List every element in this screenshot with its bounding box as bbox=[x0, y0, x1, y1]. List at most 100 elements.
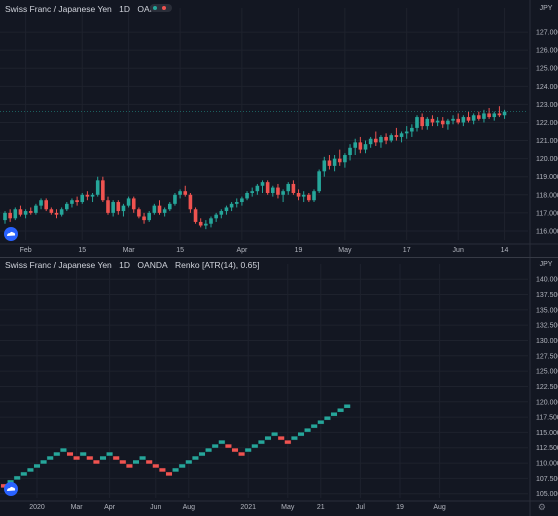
candle-body[interactable] bbox=[137, 209, 141, 217]
candle-body[interactable] bbox=[322, 160, 327, 172]
tv-cloud-logo-icon[interactable] bbox=[3, 482, 19, 496]
candle-body[interactable] bbox=[420, 117, 424, 127]
candle-body[interactable] bbox=[363, 144, 368, 150]
tv-cloud-logo-icon[interactable] bbox=[3, 227, 19, 241]
candle-body[interactable] bbox=[173, 194, 177, 204]
renko-brick[interactable] bbox=[191, 455, 199, 461]
renko-brick[interactable] bbox=[92, 459, 100, 465]
renko-brick[interactable] bbox=[125, 463, 133, 469]
candle-body[interactable] bbox=[13, 209, 18, 219]
candle-body[interactable] bbox=[193, 209, 198, 222]
candle-body[interactable] bbox=[425, 118, 430, 127]
renko-brick[interactable] bbox=[119, 459, 127, 465]
candle-body[interactable] bbox=[178, 191, 182, 195]
candle-body[interactable] bbox=[250, 191, 254, 193]
candle-body[interactable] bbox=[368, 138, 373, 145]
pane-divider[interactable] bbox=[0, 257, 558, 258]
renko-brick[interactable] bbox=[145, 459, 153, 465]
renko-brick[interactable] bbox=[20, 471, 28, 477]
renko-brick[interactable] bbox=[79, 451, 87, 457]
renko-brick[interactable] bbox=[185, 459, 193, 465]
candle-body[interactable] bbox=[497, 113, 502, 116]
renko-brick[interactable] bbox=[139, 455, 147, 461]
renko-brick[interactable] bbox=[46, 455, 54, 461]
candle-body[interactable] bbox=[477, 115, 481, 119]
candle-body[interactable] bbox=[466, 117, 471, 121]
renko-brick[interactable] bbox=[244, 447, 252, 453]
renko-brick[interactable] bbox=[165, 471, 173, 477]
candle-body[interactable] bbox=[28, 211, 33, 213]
renko-brick[interactable] bbox=[26, 467, 34, 473]
candle-body[interactable] bbox=[301, 194, 306, 197]
candle-body[interactable] bbox=[260, 182, 265, 186]
candle-body[interactable] bbox=[471, 115, 476, 121]
candle-body[interactable] bbox=[85, 194, 90, 197]
candle-body[interactable] bbox=[358, 142, 363, 150]
renko-brick[interactable] bbox=[337, 407, 345, 413]
candle-body[interactable] bbox=[379, 136, 383, 143]
renko-brick[interactable] bbox=[59, 447, 67, 453]
candle-body[interactable] bbox=[209, 218, 213, 224]
candle-body[interactable] bbox=[106, 200, 110, 213]
candle-body[interactable] bbox=[183, 191, 188, 195]
renko-brick[interactable] bbox=[343, 403, 351, 409]
candle-body[interactable] bbox=[451, 118, 455, 121]
renko-brick[interactable] bbox=[231, 447, 239, 453]
candle-body[interactable] bbox=[327, 160, 332, 166]
candle-body[interactable] bbox=[168, 203, 172, 210]
renko-brick[interactable] bbox=[211, 443, 219, 449]
candle-body[interactable] bbox=[332, 158, 337, 166]
candle-body[interactable] bbox=[75, 200, 79, 203]
renko-brick[interactable] bbox=[277, 435, 285, 441]
candle-body[interactable] bbox=[198, 221, 203, 226]
candle-body[interactable] bbox=[404, 131, 409, 134]
candle-body[interactable] bbox=[111, 202, 115, 213]
candle-body[interactable] bbox=[39, 200, 43, 206]
renko-brick[interactable] bbox=[297, 431, 305, 437]
candle-body[interactable] bbox=[286, 183, 291, 192]
renko-brick[interactable] bbox=[13, 475, 21, 481]
candle-body[interactable] bbox=[430, 118, 435, 123]
candle-body[interactable] bbox=[482, 113, 486, 119]
candle-body[interactable] bbox=[131, 198, 136, 210]
renko-brick[interactable] bbox=[152, 463, 160, 469]
candle-body[interactable] bbox=[152, 205, 157, 213]
candle-body[interactable] bbox=[8, 212, 12, 219]
candle-body[interactable] bbox=[337, 158, 342, 163]
candle-body[interactable] bbox=[492, 113, 497, 118]
candle-body[interactable] bbox=[312, 191, 316, 201]
candle-body[interactable] bbox=[487, 113, 491, 118]
candle-body[interactable] bbox=[461, 117, 466, 123]
candle-body[interactable] bbox=[502, 111, 507, 116]
candle-body[interactable] bbox=[440, 120, 445, 125]
candle-body[interactable] bbox=[446, 120, 450, 125]
candle-body[interactable] bbox=[142, 216, 146, 221]
gear-icon[interactable]: ⚙ bbox=[537, 502, 546, 512]
candle-body[interactable] bbox=[384, 136, 388, 141]
renko-brick[interactable] bbox=[106, 451, 114, 457]
candle-body[interactable] bbox=[59, 209, 64, 215]
chart-style-label[interactable]: Renko [ATR(14), 0.65] bbox=[175, 260, 260, 270]
interval-label[interactable]: 1D bbox=[119, 4, 131, 14]
renko-brick[interactable] bbox=[66, 451, 74, 457]
candle-body[interactable] bbox=[240, 198, 244, 203]
renko-brick[interactable] bbox=[271, 431, 279, 437]
candle-body[interactable] bbox=[90, 194, 95, 197]
candle-body[interactable] bbox=[245, 192, 249, 199]
renko-brick[interactable] bbox=[172, 467, 180, 473]
candlestick-chart[interactable]: 116.000 117.000 118.000 119.000 120.000 121.0… bbox=[0, 0, 558, 258]
candle-body[interactable] bbox=[343, 155, 347, 163]
renko-brick[interactable] bbox=[310, 423, 318, 429]
candle-body[interactable] bbox=[121, 205, 126, 212]
candle-body[interactable] bbox=[348, 147, 352, 156]
candle-body[interactable] bbox=[374, 138, 378, 143]
candle-body[interactable] bbox=[394, 135, 399, 137]
market-status-toggle[interactable] bbox=[150, 4, 172, 12]
candle-body[interactable] bbox=[95, 180, 100, 195]
candle-body[interactable] bbox=[126, 198, 131, 206]
candle-body[interactable] bbox=[435, 120, 440, 123]
candle-body[interactable] bbox=[353, 142, 357, 148]
candle-body[interactable] bbox=[415, 117, 419, 128]
renko-brick[interactable] bbox=[178, 463, 186, 469]
candle-body[interactable] bbox=[65, 203, 69, 210]
